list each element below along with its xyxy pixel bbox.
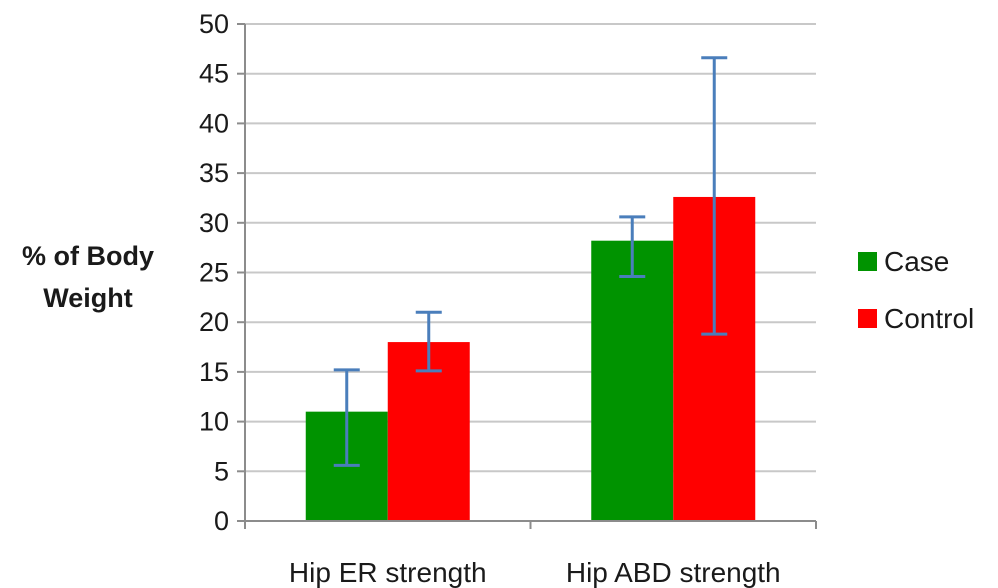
y-axis-label-line-2: Weight xyxy=(43,283,133,313)
y-tick-label: 50 xyxy=(199,9,229,39)
y-axis-ticks: 0 5 10 15 20 25 30 35 40 45 50 xyxy=(199,9,245,536)
y-tick-label: 40 xyxy=(199,108,229,138)
error-bar-case-1 xyxy=(333,368,360,467)
y-tick-label: 10 xyxy=(199,407,229,437)
y-tick-label: 15 xyxy=(199,357,229,387)
y-tick-label: 25 xyxy=(199,258,229,288)
y-axis-label-line-1: % of Body xyxy=(22,241,154,271)
error-bar-control-1 xyxy=(415,310,442,373)
x-axis-categories: Hip ER strength Hip ABD strength xyxy=(289,557,781,588)
y-tick-label: 5 xyxy=(214,456,229,486)
legend-label-control: Control xyxy=(884,303,974,334)
y-tick-label: 0 xyxy=(214,506,229,536)
y-tick-label: 45 xyxy=(199,59,229,89)
axes xyxy=(244,24,817,529)
bar-case-2 xyxy=(591,240,674,521)
y-tick-label: 20 xyxy=(199,307,229,337)
x-category-label: Hip ER strength xyxy=(289,557,487,588)
y-tick-label: 35 xyxy=(199,158,229,188)
bars xyxy=(305,196,756,521)
legend-swatch-control xyxy=(858,309,877,328)
y-tick-label: 30 xyxy=(199,208,229,238)
legend: Case Control xyxy=(858,246,974,334)
error-bar-case-2 xyxy=(619,215,646,278)
error-bars xyxy=(333,56,728,467)
legend-label-case: Case xyxy=(884,246,949,277)
legend-swatch-case xyxy=(858,252,877,271)
error-bar-control-2 xyxy=(701,56,728,336)
x-category-label: Hip ABD strength xyxy=(566,557,781,588)
